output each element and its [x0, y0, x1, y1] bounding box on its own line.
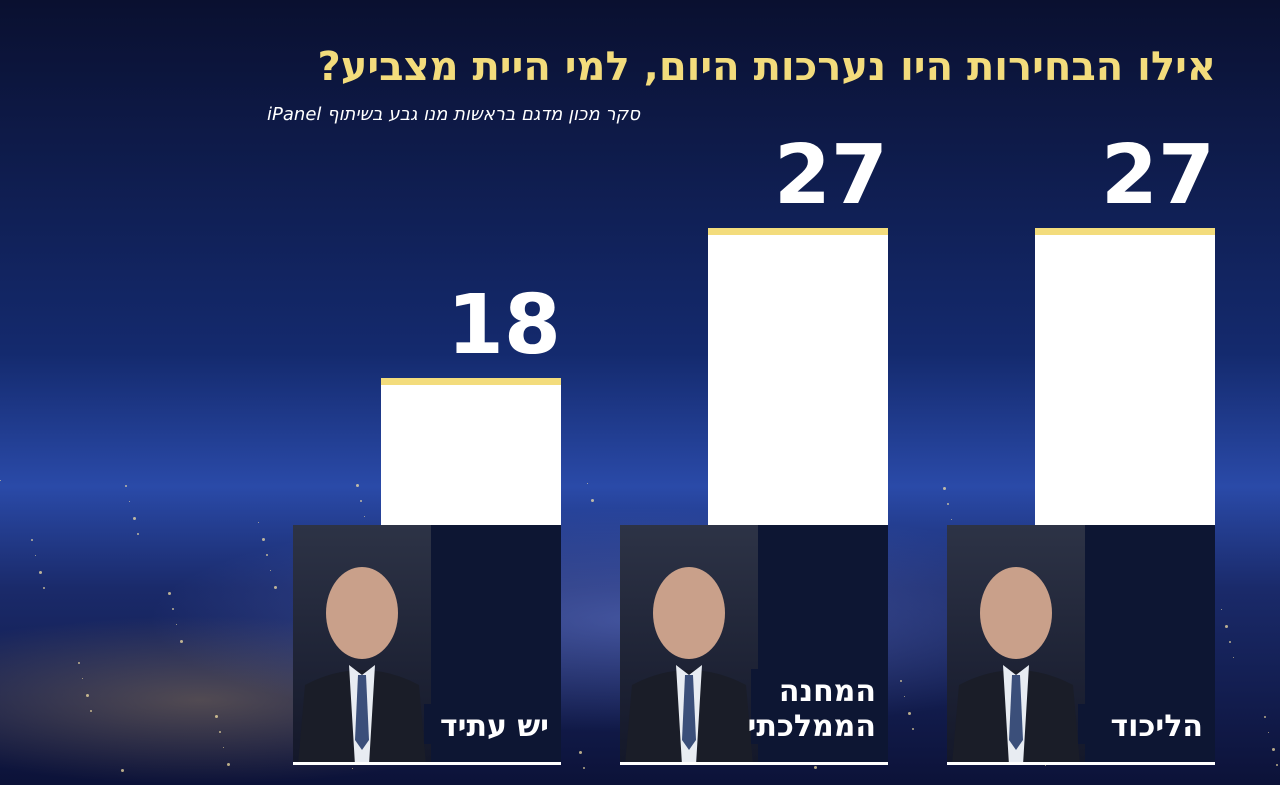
city-light	[172, 608, 174, 610]
city-light	[0, 480, 1, 481]
city-light	[951, 519, 952, 520]
chart-subtitle: סקר מכון מדגם בראשות מנו גבע בשיתוף iPan…	[267, 104, 640, 125]
chart-title: אילו הבחירות היו נערכות היום, למי היית מ…	[317, 44, 1216, 90]
city-light	[814, 766, 817, 769]
city-light	[82, 678, 83, 679]
city-light	[223, 747, 224, 748]
candidate-photo	[620, 525, 758, 762]
city-light	[227, 763, 230, 766]
city-light	[43, 587, 45, 589]
city-light	[1229, 641, 1231, 643]
city-light	[1264, 716, 1266, 718]
city-light	[943, 487, 946, 490]
category-label: הליכוד	[1078, 703, 1203, 744]
city-light	[262, 538, 265, 541]
city-light	[274, 586, 277, 589]
city-light	[360, 500, 362, 502]
city-light	[1221, 609, 1222, 610]
city-light	[908, 712, 911, 715]
value-label: 18	[446, 277, 561, 373]
city-light	[1045, 765, 1046, 766]
city-light	[129, 501, 130, 502]
portrait	[952, 567, 1080, 762]
city-light	[35, 555, 36, 556]
city-light	[1276, 764, 1278, 766]
city-light	[215, 715, 218, 718]
city-light	[219, 731, 221, 733]
city-light	[133, 517, 136, 520]
city-light	[1272, 748, 1275, 751]
city-light	[270, 570, 271, 571]
candidate-card: יש עתיד	[293, 525, 561, 765]
city-light	[78, 662, 80, 664]
value-label: 27	[1100, 127, 1215, 223]
city-light	[947, 503, 949, 505]
city-light	[180, 640, 183, 643]
city-light	[86, 694, 89, 697]
city-light	[579, 751, 582, 754]
city-light	[39, 571, 42, 574]
city-light	[904, 696, 905, 697]
city-light	[137, 533, 139, 535]
portrait	[298, 567, 426, 762]
city-light	[900, 680, 902, 682]
candidate-card: המחנה הממלכתי	[620, 525, 888, 765]
candidate-photo	[293, 525, 431, 762]
city-light	[591, 499, 594, 502]
portrait	[625, 567, 753, 762]
city-light	[587, 483, 588, 484]
category-label: המחנה הממלכתי	[748, 669, 876, 744]
city-light	[364, 516, 365, 517]
city-light	[1233, 657, 1234, 658]
city-light	[31, 539, 33, 541]
city-light	[90, 710, 92, 712]
city-light	[176, 624, 177, 625]
city-light	[352, 768, 353, 769]
city-light	[583, 767, 585, 769]
city-light	[125, 485, 127, 487]
city-light	[121, 769, 124, 772]
candidate-card: הליכוד	[947, 525, 1215, 765]
city-light	[356, 484, 359, 487]
category-label: יש עתיד	[424, 703, 549, 744]
city-light	[1268, 732, 1269, 733]
city-light	[266, 554, 268, 556]
city-light	[168, 592, 171, 595]
city-light	[912, 728, 914, 730]
value-label: 27	[773, 127, 888, 223]
city-light	[1225, 625, 1228, 628]
city-light	[258, 522, 259, 523]
candidate-photo	[947, 525, 1085, 762]
